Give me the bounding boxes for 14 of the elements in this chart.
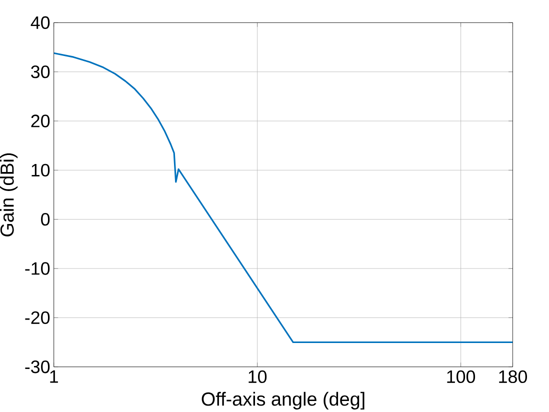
x-tick-label: 1 bbox=[50, 370, 58, 383]
y-tick-label: -30 bbox=[25, 360, 50, 374]
x-tick-label: 180 bbox=[499, 370, 527, 383]
y-axis-title: Gain (dBi) bbox=[0, 153, 18, 236]
y-tick-label: -20 bbox=[25, 311, 50, 324]
x-tick-label: 100 bbox=[447, 370, 476, 383]
y-tick-label: 0 bbox=[41, 212, 50, 226]
y-tick-label: 10 bbox=[32, 164, 50, 176]
y-tick-label: -10 bbox=[25, 262, 50, 275]
y-tick-label: 40 bbox=[30, 16, 50, 29]
x-tick-label: 10 bbox=[248, 370, 267, 383]
x-axis-title: Off-axis angle (deg] bbox=[202, 392, 364, 410]
y-tick-label: 20 bbox=[31, 114, 50, 128]
y-tick-label: 30 bbox=[31, 65, 50, 78]
